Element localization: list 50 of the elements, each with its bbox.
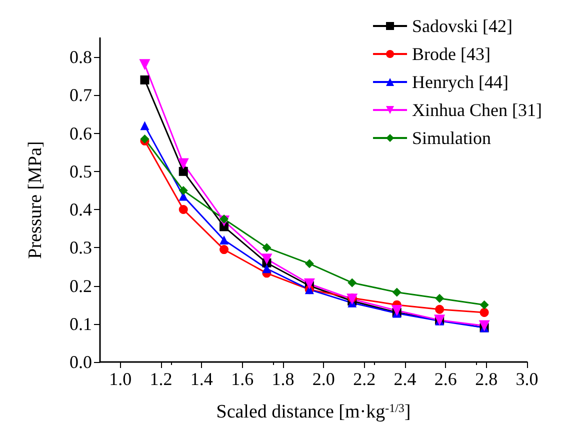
- point: [262, 243, 272, 252]
- point: [178, 186, 188, 195]
- point: [435, 294, 444, 303]
- x-tick-label: 1.6: [231, 369, 254, 389]
- point: [392, 288, 402, 297]
- y-tick-label: 0.5: [70, 161, 92, 182]
- point: [178, 205, 188, 214]
- y-axis-title: Pressure [MPa]: [25, 141, 46, 259]
- point: [220, 214, 229, 224]
- y-tick-label: 0.6: [70, 123, 92, 144]
- point: [480, 308, 489, 317]
- x-tick-label: 1.2: [150, 369, 172, 389]
- x-tick-label: 1.0: [109, 369, 132, 389]
- point: [220, 245, 229, 254]
- legend-label: Simulation: [412, 128, 492, 148]
- point: [478, 320, 490, 332]
- point: [304, 278, 315, 290]
- x-tick-label: 2.8: [475, 369, 498, 389]
- point: [261, 254, 272, 265]
- point: [140, 121, 150, 130]
- legend-label: Brode [43]: [412, 44, 491, 64]
- point: [220, 236, 229, 245]
- point: [262, 264, 272, 274]
- y-tick-label: 0.2: [70, 276, 92, 296]
- legend-label: Xinhua Chen [31]: [412, 100, 542, 120]
- point: [178, 166, 188, 176]
- y-tick-label: 0.8: [70, 47, 92, 68]
- x-tick-label: 2.2: [353, 369, 376, 389]
- x-tick-label: 2.4: [394, 369, 416, 389]
- point: [178, 158, 189, 170]
- y-tick-label: 0.7: [70, 85, 92, 106]
- point: [435, 304, 444, 314]
- point: [348, 278, 357, 288]
- point: [391, 305, 402, 316]
- x-tick-label: 1.8: [272, 369, 294, 389]
- x-tick-label: 3.0: [516, 369, 538, 389]
- y-tick-label: 0.3: [70, 238, 92, 258]
- x-tick-label: 2.6: [434, 369, 457, 389]
- legend-label: Sadovski [42]: [412, 16, 513, 36]
- legend-label: Henrych [44]: [412, 72, 508, 92]
- point: [346, 294, 358, 305]
- y-tick-label: 0.4: [70, 200, 92, 220]
- y-tick-label: 0.1: [70, 314, 92, 334]
- x-tick-label: 1.4: [190, 369, 213, 389]
- point: [139, 59, 150, 70]
- y-tick-label: 0.0: [70, 352, 92, 372]
- point: [304, 259, 314, 268]
- x-tick-label: 2.0: [312, 369, 335, 389]
- point: [480, 300, 489, 310]
- point: [140, 75, 150, 84]
